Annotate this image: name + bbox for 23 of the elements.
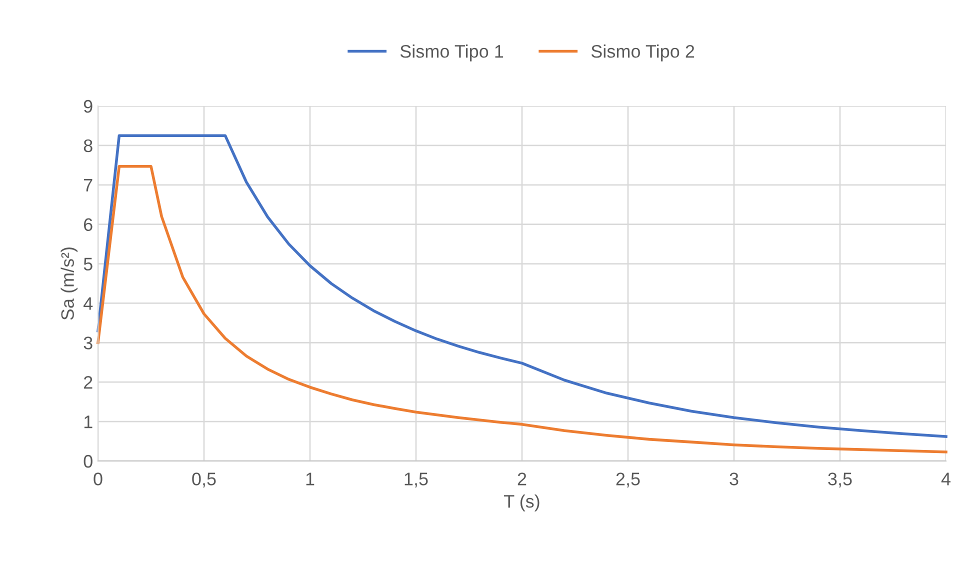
x-tick-label: 3 — [730, 472, 738, 486]
y-tick-label: 9 — [84, 100, 92, 113]
legend-label: Sismo Tipo 1 — [400, 44, 504, 62]
x-tick-label: 1 — [306, 472, 314, 486]
y-tick-label: 0 — [84, 454, 92, 468]
y-tick-label: 3 — [84, 336, 92, 350]
y-tick-label: 6 — [84, 218, 92, 232]
x-tick-label: 4 — [941, 472, 950, 486]
x-tick-label: 2,5 — [616, 472, 640, 488]
x-tick-label: 2 — [518, 472, 526, 486]
y-tick-label: 4 — [84, 297, 93, 310]
y-tick-label: 7 — [84, 179, 92, 192]
y-tick-label: 2 — [84, 376, 92, 389]
x-tick-label: 3,5 — [828, 472, 852, 488]
y-axis-title: Sa (m/s²) — [60, 248, 78, 320]
legend-label: Sismo Tipo 2 — [591, 44, 694, 62]
y-tick-label: 8 — [84, 139, 92, 152]
y-tick-label: 1 — [84, 416, 92, 428]
y-tick-label: 5 — [84, 258, 92, 270]
x-tick-label: 0 — [94, 472, 102, 486]
x-axis-title: T (s) — [504, 494, 540, 512]
x-tick-label: 0,5 — [192, 472, 216, 488]
x-tick-label: 1,5 — [404, 472, 428, 488]
